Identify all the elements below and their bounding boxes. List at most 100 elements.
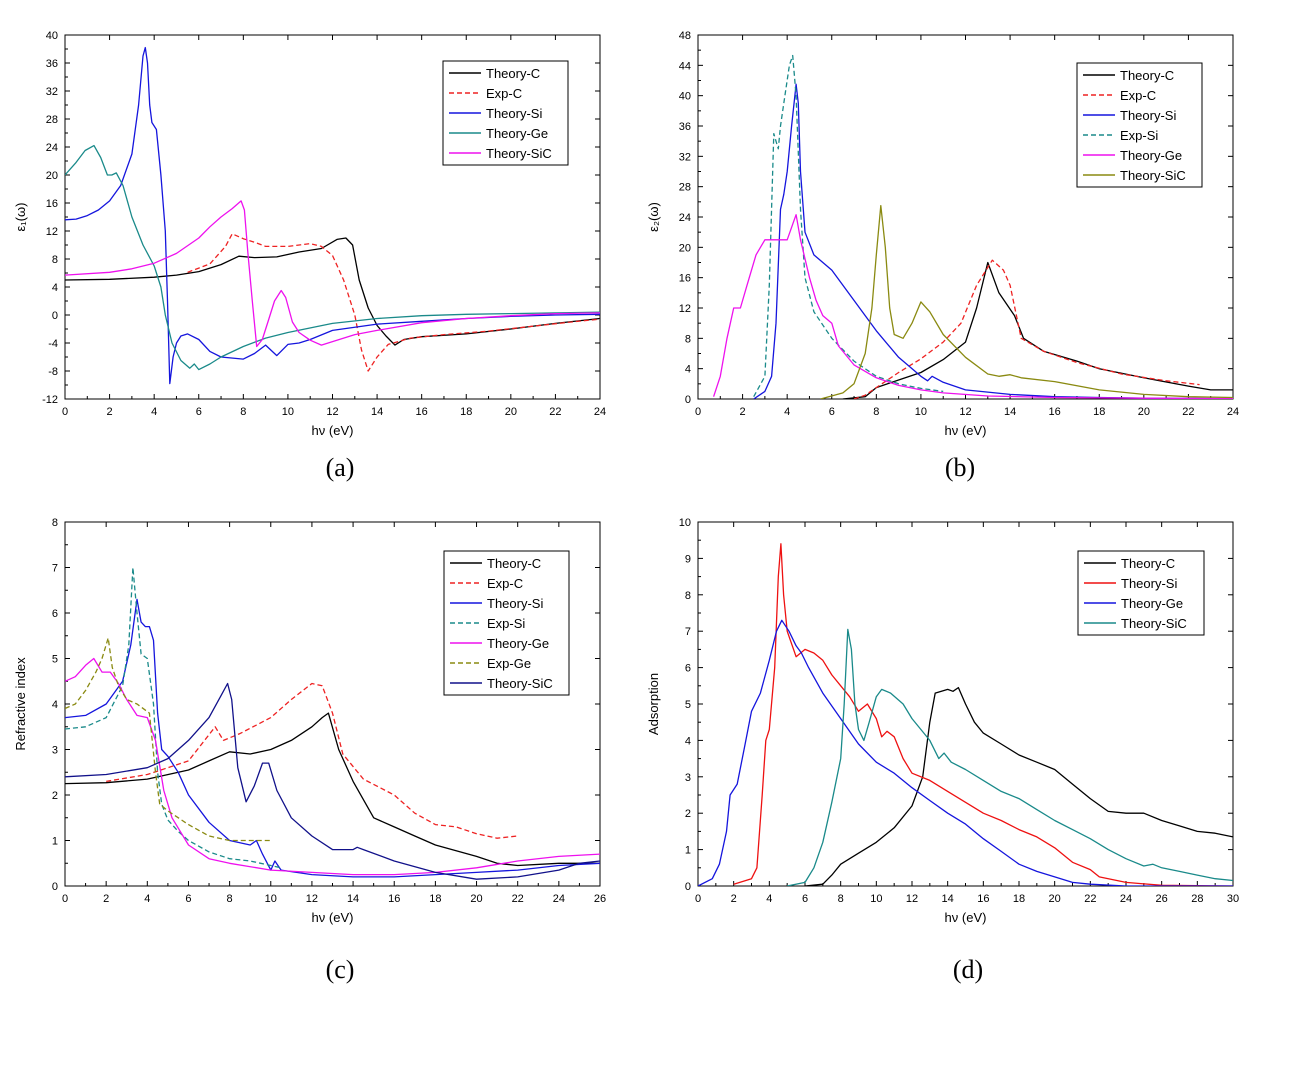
y-tick-label: 8: [52, 254, 58, 266]
x-tick-label: 2: [107, 406, 113, 418]
x-tick-label: 6: [185, 893, 191, 905]
legend-label: Exp-C: [486, 86, 522, 101]
series-line-theory-c: [65, 712, 600, 867]
y-tick-label: 20: [46, 170, 58, 182]
x-tick-label: 24: [1227, 406, 1239, 418]
legend-label: Theory-Si: [1120, 108, 1176, 123]
legend-label: Theory-C: [486, 66, 540, 81]
series-line-theory-sic: [787, 628, 1233, 886]
y-tick-label: 28: [46, 114, 58, 126]
legend-box: [1077, 550, 1205, 636]
series-line-theory-si: [65, 598, 600, 878]
x-tick-label: 26: [1156, 893, 1168, 905]
legend-label: Theory-C: [1120, 68, 1174, 83]
legend: Theory-C Exp-C Theory-Si Theory-Ge Theory-Si…: [442, 60, 569, 166]
x-tick-label: 14: [1004, 406, 1016, 418]
x-tick-label: 6: [802, 893, 808, 905]
series-group: [712, 54, 1233, 399]
x-tick-label: 30: [1227, 893, 1239, 905]
x-tick-label: 24: [553, 893, 565, 905]
legend-label: Theory-Si: [1121, 576, 1177, 591]
x-tick-label: 18: [429, 893, 441, 905]
legend-label: Theory-Si: [487, 596, 543, 611]
y-tick-label: 40: [679, 91, 691, 103]
y-tick-label: 6: [52, 608, 58, 620]
legend-label: Theory-SiC: [486, 146, 552, 161]
x-tick-label: 6: [829, 406, 835, 418]
x-tick-label: 4: [144, 893, 150, 905]
x-tick-label: 8: [838, 893, 844, 905]
y-axis-label: Refractive index: [13, 657, 28, 751]
panel-label-d: (d): [953, 955, 983, 984]
x-axis-label: hν (eV): [312, 910, 354, 925]
legend-label: Theory-SiC: [1120, 168, 1186, 183]
x-tick-label: 10: [915, 406, 927, 418]
panel-label-c: (c): [326, 955, 355, 984]
x-tick-label: 10: [282, 406, 294, 418]
y-tick-label: 0: [685, 394, 691, 406]
y-tick-label: 24: [46, 142, 58, 154]
y-tick-label: 8: [52, 517, 58, 529]
series-line-theory-si: [753, 83, 1233, 399]
legend-label: Theory-Ge: [1121, 596, 1183, 611]
y-tick-label: 32: [46, 86, 58, 98]
y-tick-label: 9: [685, 553, 691, 565]
y-tick-label: 10: [679, 517, 691, 529]
y-tick-label: 12: [46, 226, 58, 238]
panel-b: 0 2 4 6 8 10 12 14 16 18 20 22 240481216202428323640…: [646, 30, 1239, 438]
y-axis-label: Adsorption: [646, 673, 661, 735]
series-line-exp-si: [65, 566, 282, 869]
legend-label: Theory-Ge: [486, 126, 548, 141]
series-line-exp-ge: [65, 637, 271, 842]
x-tick-label: 16: [388, 893, 400, 905]
panel-d: 0 2 4 6 8 10 12 14 16 18 20 22 24 26 28 30012345678910h…: [646, 517, 1239, 925]
series-group: [698, 543, 1233, 886]
y-tick-label: -8: [48, 366, 58, 378]
legend-label: Theory-SiC: [487, 676, 553, 691]
x-tick-label: 14: [942, 893, 954, 905]
x-tick-label: 22: [549, 406, 561, 418]
x-tick-label: 2: [103, 893, 109, 905]
y-tick-label: 4: [52, 699, 58, 711]
y-tick-label: 7: [685, 626, 691, 638]
x-tick-label: 8: [873, 406, 879, 418]
y-tick-label: 32: [679, 151, 691, 163]
y-tick-label: 24: [679, 212, 691, 224]
x-tick-label: 0: [62, 893, 68, 905]
y-tick-label: 7: [52, 563, 58, 575]
x-tick-label: 20: [505, 406, 517, 418]
series-line-theory-ge: [712, 214, 1233, 399]
panel-label-a: (a): [326, 453, 355, 482]
series-line-exp-si: [753, 54, 944, 398]
y-tick-label: 4: [52, 282, 58, 294]
x-tick-label: 16: [977, 893, 989, 905]
series-line-exp-c: [853, 259, 1200, 399]
x-tick-label: 22: [1182, 406, 1194, 418]
y-tick-label: 36: [679, 121, 691, 133]
legend-label: Exp-Si: [1120, 128, 1158, 143]
legend-label: Exp-C: [487, 576, 523, 591]
panel-label-b: (b): [945, 453, 975, 482]
y-tick-label: 28: [679, 182, 691, 194]
y-tick-label: -12: [42, 394, 58, 406]
y-tick-label: 3: [52, 745, 58, 757]
y-tick-label: 1: [52, 836, 58, 848]
series-line-exp-c: [187, 233, 600, 372]
legend-label: Exp-Si: [487, 616, 525, 631]
legend: Theory-C Exp-C Theory-Si Exp-Si Theory-Ge The…: [1076, 62, 1203, 188]
x-tick-label: 4: [766, 893, 772, 905]
x-tick-label: 8: [227, 893, 233, 905]
y-axis-label: ε₁(ω): [13, 203, 28, 232]
legend-box: [1076, 62, 1203, 188]
x-tick-label: 0: [695, 406, 701, 418]
y-tick-label: -4: [48, 338, 58, 350]
y-tick-label: 48: [679, 30, 691, 42]
x-tick-label: 2: [740, 406, 746, 418]
x-tick-label: 8: [240, 406, 246, 418]
series-group: [65, 566, 600, 880]
x-tick-label: 14: [347, 893, 359, 905]
y-tick-label: 4: [685, 735, 691, 747]
x-tick-label: 4: [151, 406, 157, 418]
legend-label: Theory-Ge: [1120, 148, 1182, 163]
